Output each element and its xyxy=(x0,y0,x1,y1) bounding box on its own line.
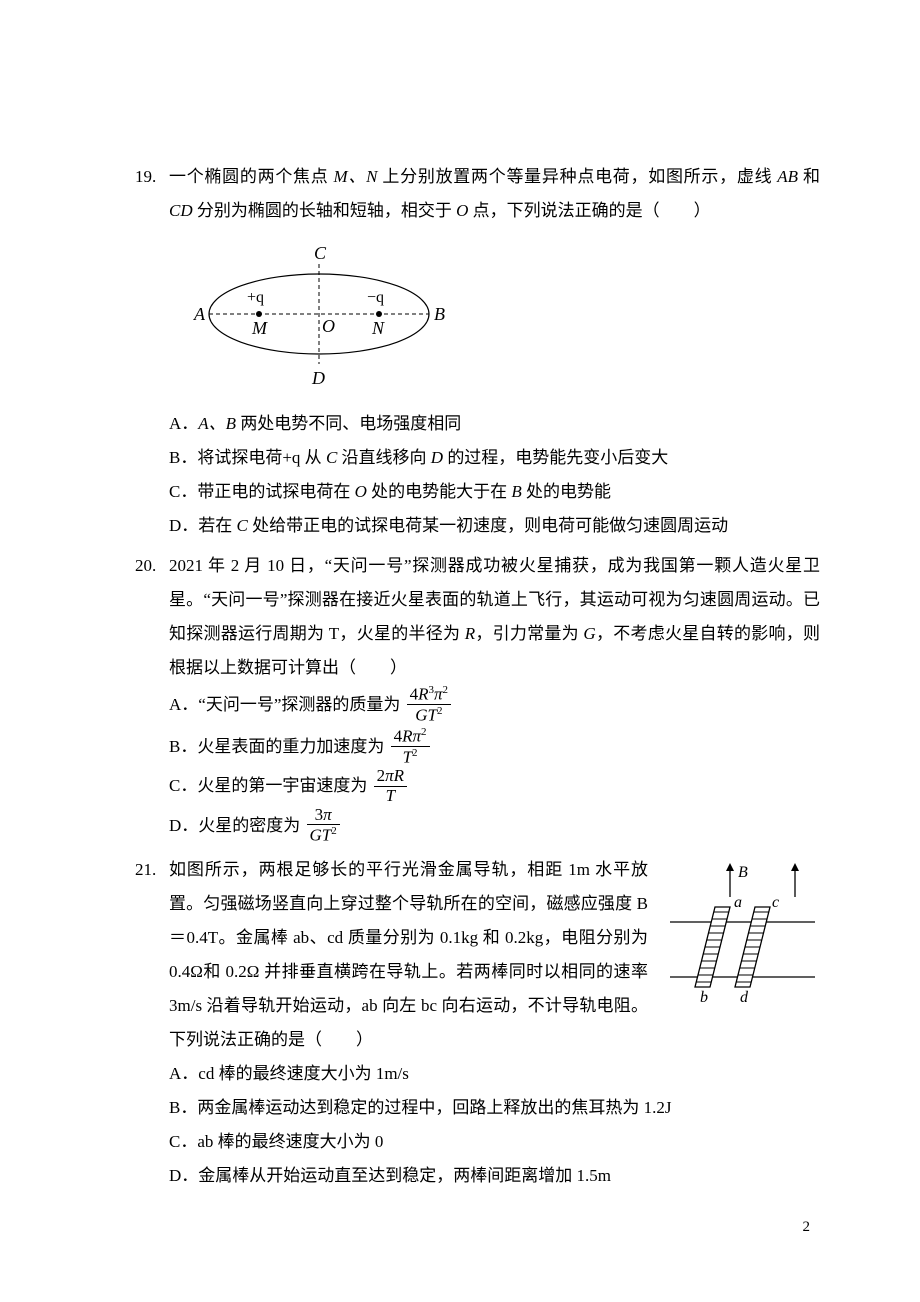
q20-optC: C．火星的第一宇宙速度为 2πR T xyxy=(169,768,820,806)
q20-options: A．“天问一号”探测器的质量为 4R3π2 GT2 B．火星表面的重力加速度为 … xyxy=(135,685,820,847)
q21-optD: D．金属棒从开始运动直至达到稳定，两棒间距离增加 1.5m xyxy=(169,1159,820,1193)
q21-optB: B．两金属棒运动达到稳定的过程中，回路上释放出的焦耳热为 1.2J xyxy=(169,1091,820,1125)
q21-label-d: d xyxy=(740,989,749,1006)
q19-stem-MN: M、N xyxy=(333,167,382,186)
q21-optA: A．cd 棒的最终速度大小为 1m/s xyxy=(169,1057,820,1091)
q19-label-minusq: −q xyxy=(367,289,384,306)
q19-optA: A．A、B 两处电势不同、电场强度相同 xyxy=(169,407,820,441)
q19-label-C: C xyxy=(314,243,327,263)
q20-optA: A．“天问一号”探测器的质量为 4R3π2 GT2 xyxy=(169,685,820,727)
q19-stem-p1b: 上分别放置两个等量异种点电荷，如图所示，虚线 xyxy=(382,167,777,186)
q19-stem-CD: CD xyxy=(169,201,197,220)
q21-diagram: B a c b d xyxy=(660,857,820,1007)
q19-stem-p2b: 分别为椭圆的长轴和短轴，相交于 xyxy=(197,201,456,220)
q21-stem: B a c b d 如图所示，两根足够长的平行光滑金属导轨，相距 1m 水平放置… xyxy=(169,853,820,1057)
q21-optC: C．ab 棒的最终速度大小为 0 xyxy=(169,1125,820,1159)
q19-label-B: B xyxy=(434,304,445,324)
q19-stem-O: O xyxy=(456,201,473,220)
question-20: 20. 2021 年 2 月 10 日，“天问一号”探测器成功被火星捕获，成为我… xyxy=(135,549,820,847)
q20-optD: D．火星的密度为 3π GT2 xyxy=(169,807,820,847)
q19-stem-p2c: 点，下列说法正确的是（ ） xyxy=(473,201,711,220)
q20-stem: 2021 年 2 月 10 日，“天问一号”探测器成功被火星捕获，成为我国第一颗… xyxy=(169,549,820,685)
q20-number: 20. xyxy=(135,549,169,685)
q21-options: A．cd 棒的最终速度大小为 1m/s B．两金属棒运动达到稳定的过程中，回路上… xyxy=(135,1057,820,1193)
q19-diagram: A B C D O M N +q −q xyxy=(135,234,820,401)
q19-options: A．A、B 两处电势不同、电场强度相同 B．将试探电荷+q 从 C 沿直线移向 … xyxy=(135,407,820,543)
q19-stem: 一个椭圆的两个焦点 M、N 上分别放置两个等量异种点电荷，如图所示，虚线 AB … xyxy=(169,160,820,228)
q19-stem-p1: 一个椭圆的两个焦点 xyxy=(169,167,333,186)
q21-label-b: b xyxy=(700,989,708,1006)
q20-optA-frac: 4R3π2 GT2 xyxy=(407,684,451,726)
q21-label-c: c xyxy=(772,894,779,911)
q20-optB-frac: 4Rπ2 T2 xyxy=(391,726,430,768)
q19-label-N: N xyxy=(371,318,385,338)
q20-optD-frac: 3π GT2 xyxy=(307,806,340,846)
q20-optB: B．火星表面的重力加速度为 4Rπ2 T2 xyxy=(169,727,820,769)
q19-stem-AB: AB xyxy=(777,167,803,186)
q19-number: 19. xyxy=(135,160,169,228)
q19-label-A: A xyxy=(193,304,206,324)
q21-label-B: B xyxy=(738,864,748,881)
q19-stem-p1c: 和 xyxy=(803,167,820,186)
q19-label-D: D xyxy=(311,368,325,388)
q21-label-a: a xyxy=(734,894,742,911)
q20-optC-frac: 2πR T xyxy=(374,767,407,805)
q19-label-plusq: +q xyxy=(247,289,264,306)
q19-optB: B．将试探电荷+q 从 C 沿直线移向 D 的过程，电势能先变小后变大 xyxy=(169,441,820,475)
question-21: 21. xyxy=(135,853,820,1193)
q21-number: 21. xyxy=(135,853,169,1057)
page-number: 2 xyxy=(803,1212,811,1242)
q19-label-O: O xyxy=(322,316,335,336)
question-19: 19. 一个椭圆的两个焦点 M、N 上分别放置两个等量异种点电荷，如图所示，虚线… xyxy=(135,160,820,543)
q19-label-M: M xyxy=(251,318,268,338)
q19-optC: C．带正电的试探电荷在 O 处的电势能大于在 B 处的电势能 xyxy=(169,475,820,509)
q19-optD: D．若在 C 处给带正电的试探电荷某一初速度，则电荷可能做匀速圆周运动 xyxy=(169,509,820,543)
